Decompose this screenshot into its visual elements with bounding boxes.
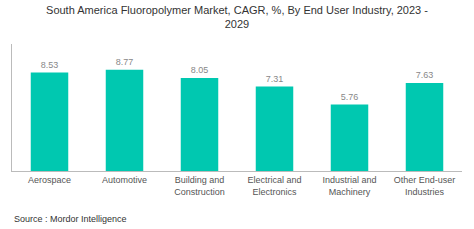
svg-text:Source : Mordor Intelligence: Source : Mordor Intelligence	[14, 214, 127, 224]
svg-text:7.31: 7.31	[266, 74, 284, 84]
svg-text:South America Fluoropolymer Ma: South America Fluoropolymer Market, CAGR…	[46, 4, 428, 30]
svg-text:Industrial andMachinery: Industrial andMachinery	[322, 175, 376, 197]
svg-text:Electrical andElectronics: Electrical andElectronics	[247, 175, 301, 197]
svg-text:8.53: 8.53	[41, 60, 59, 70]
svg-text:Aerospace: Aerospace	[28, 175, 71, 185]
svg-text:Automotive: Automotive	[102, 175, 147, 185]
svg-text:8.77: 8.77	[116, 57, 134, 67]
svg-text:Other End-userIndustries: Other End-userIndustries	[394, 175, 456, 197]
svg-text:7.63: 7.63	[416, 70, 434, 80]
svg-text:8.05: 8.05	[191, 65, 209, 75]
svg-text:Building andConstruction: Building andConstruction	[174, 175, 225, 197]
svg-text:5.76: 5.76	[341, 92, 359, 102]
